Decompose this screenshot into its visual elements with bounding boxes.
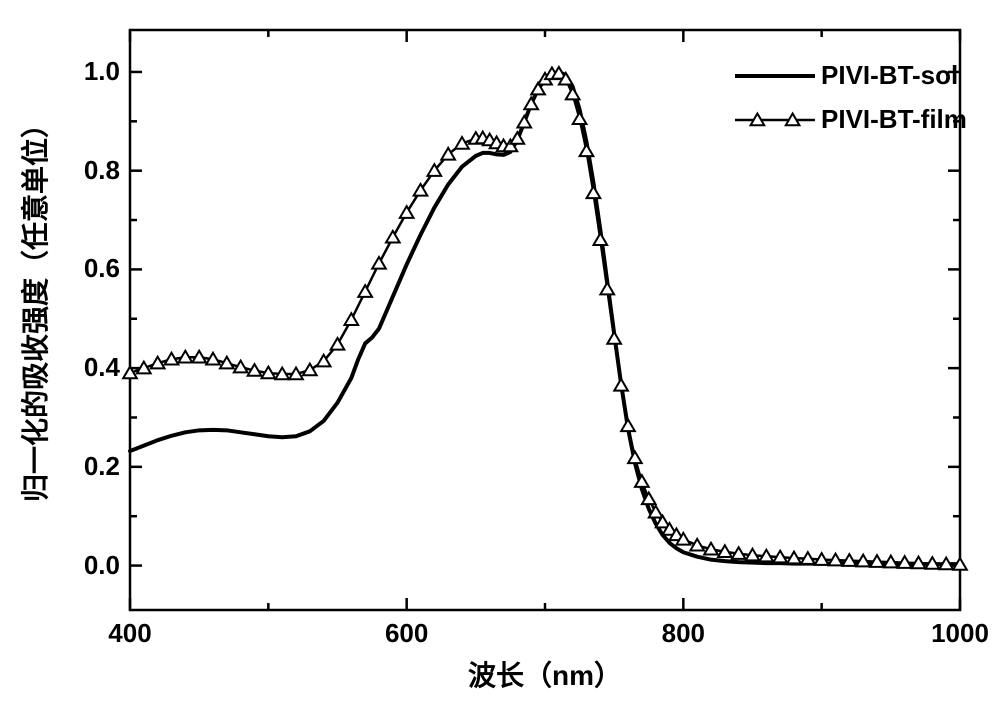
legend-entry: PIVI-BT-sol [735,60,958,91]
y-axis-label: 归一化的吸收强度（任意单位） [14,16,54,596]
y-tick-label: 0.2 [60,451,120,482]
x-tick-label: 1000 [930,618,990,649]
x-tick-label: 800 [653,618,713,649]
y-tick-label: 0.8 [60,155,120,186]
legend-entry: PIVI-BT-film [735,104,967,135]
legend-label: PIVI-BT-sol [821,60,958,91]
x-tick-label: 600 [377,618,437,649]
chart-container: 归一化的吸收强度（任意单位） 波长（nm） 400 600 800 1000 0.0 0.… [0,0,1000,717]
x-axis-label: 波长（nm） [130,654,960,694]
y-tick-label: 0.6 [60,253,120,284]
y-tick-label: 1.0 [60,56,120,87]
y-tick-label: 0.0 [60,550,120,581]
legend-swatch [735,64,815,88]
y-tick-label: 0.4 [60,352,120,383]
x-tick-label: 400 [100,618,160,649]
legend-swatch [735,108,815,132]
legend-label: PIVI-BT-film [821,104,967,135]
